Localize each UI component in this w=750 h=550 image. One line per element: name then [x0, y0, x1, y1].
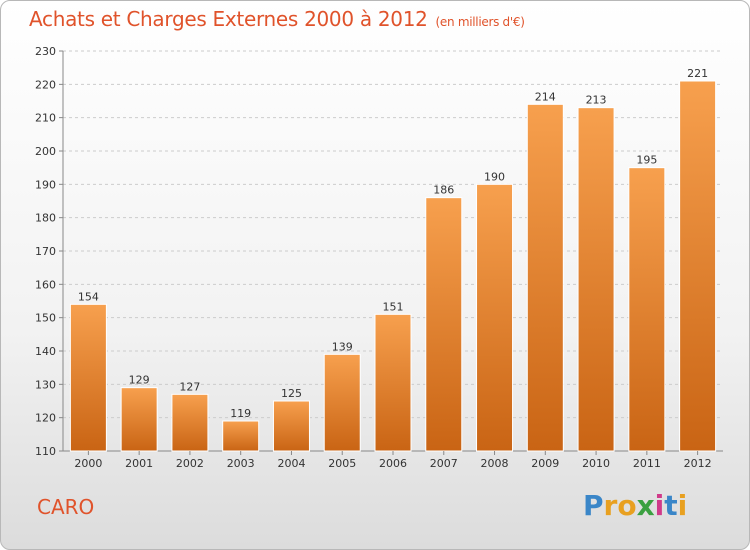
bar	[120, 387, 158, 452]
y-tick-label: 140	[35, 345, 56, 358]
bar	[425, 197, 463, 452]
data-labels: 154 129 127 119 125 139 151 186 190 214 213 195 221	[78, 67, 708, 420]
data-label: 154	[78, 290, 99, 303]
y-tick-label: 150	[35, 312, 56, 325]
data-label: 214	[535, 90, 556, 103]
x-tick-label: 2005	[328, 457, 356, 470]
bar	[323, 353, 361, 452]
y-tick-label: 190	[35, 178, 56, 191]
x-tick-label: 2009	[531, 457, 559, 470]
logo-letter: r	[603, 489, 618, 522]
logo-letter: x	[636, 489, 655, 522]
data-label: 129	[129, 374, 150, 387]
y-tick-labels: 110 120 130 140 150 160 170 180 190 200 210 220 230	[35, 45, 56, 458]
bar	[476, 183, 514, 452]
chart-subtitle: (en milliers d'€)	[435, 15, 525, 29]
chart-title-block: Achats et Charges Externes 2000 à 2012 (e…	[29, 7, 525, 31]
x-tick-label: 2002	[176, 457, 204, 470]
bar	[526, 103, 564, 452]
y-tick-label: 180	[35, 212, 56, 225]
x-tick-label: 2004	[277, 457, 305, 470]
data-label: 186	[433, 184, 454, 197]
bar	[374, 313, 412, 452]
data-label: 221	[687, 67, 708, 80]
data-label: 119	[230, 407, 251, 420]
data-label: 127	[179, 380, 200, 393]
y-tick-label: 160	[35, 278, 56, 291]
x-tick-label: 2011	[633, 457, 661, 470]
x-tick-label: 2012	[684, 457, 712, 470]
proxiti-logo[interactable]: Proxiti	[583, 489, 687, 522]
bar	[628, 167, 666, 452]
logo-letter: t	[664, 489, 678, 522]
data-label: 151	[383, 300, 404, 313]
x-tick-label: 2000	[74, 457, 102, 470]
y-tick-label: 220	[35, 78, 56, 91]
x-tick-label: 2007	[430, 457, 458, 470]
logo-letter: P	[583, 489, 604, 522]
y-tick-label: 210	[35, 112, 56, 125]
logo-letter: o	[617, 489, 637, 522]
chart-title: Achats et Charges Externes 2000 à 2012	[29, 7, 428, 31]
y-tick-label: 230	[35, 45, 56, 58]
commune-name: CARO	[37, 495, 95, 519]
data-label: 190	[484, 170, 505, 183]
logo-letter: i	[654, 489, 665, 522]
data-label: 213	[586, 94, 607, 107]
x-tick-label: 2001	[125, 457, 153, 470]
bar	[222, 420, 260, 452]
y-tick-label: 120	[35, 412, 56, 425]
data-label: 195	[636, 154, 657, 167]
bar	[171, 393, 209, 452]
y-tick-label: 110	[35, 445, 56, 458]
data-label: 125	[281, 387, 302, 400]
bar	[69, 303, 107, 452]
x-tick-label: 2008	[481, 457, 509, 470]
x-tick-label: 2006	[379, 457, 407, 470]
bars	[69, 80, 717, 452]
x-tick-label: 2010	[582, 457, 610, 470]
y-tick-label: 130	[35, 378, 56, 391]
bar	[577, 107, 615, 452]
x-tick-label: 2003	[227, 457, 255, 470]
logo-letter: i	[677, 489, 688, 522]
data-label: 139	[332, 340, 353, 353]
x-tick-labels: 2000 2001 2002 2003 2004 2005 2006 2007 2008 2009…	[74, 451, 712, 470]
y-tick-label: 200	[35, 145, 56, 158]
y-tick-label: 170	[35, 245, 56, 258]
bar	[272, 400, 310, 452]
bar	[679, 80, 717, 452]
